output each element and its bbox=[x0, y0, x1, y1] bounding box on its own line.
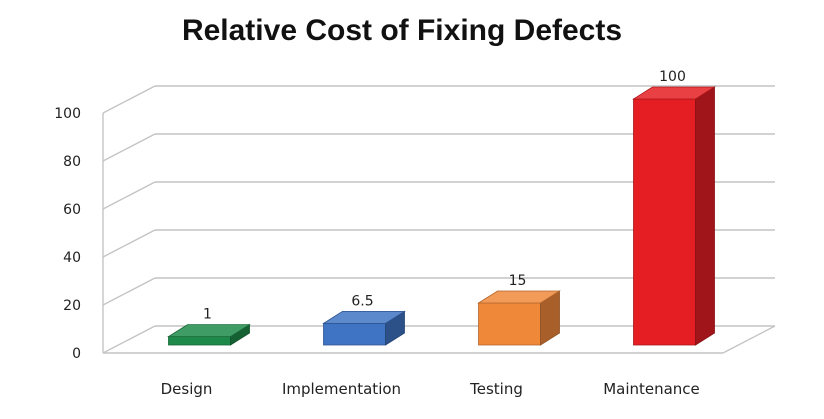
bar-front-face bbox=[633, 98, 696, 346]
bar-front-face bbox=[168, 336, 231, 346]
data-label: 15 bbox=[509, 273, 527, 289]
bar-front-face bbox=[323, 322, 386, 346]
gridline-diagonal bbox=[102, 85, 156, 114]
y-tick-label: 40 bbox=[63, 250, 81, 266]
gridline-diagonal bbox=[102, 325, 156, 354]
y-tick-label: 0 bbox=[72, 346, 81, 362]
bar-maintenance bbox=[632, 86, 716, 346]
y-tick-label: 60 bbox=[63, 202, 81, 218]
floor-right-edge bbox=[722, 325, 776, 354]
gridline-diagonal bbox=[102, 181, 156, 210]
gridlines bbox=[102, 85, 776, 354]
data-labels: 1 6.5 15 100 bbox=[203, 69, 686, 323]
y-tick-label: 100 bbox=[54, 106, 81, 122]
x-category-label: Maintenance bbox=[603, 380, 700, 398]
bar-top-face bbox=[322, 310, 406, 324]
x-category-label: Implementation bbox=[282, 380, 401, 398]
gridline-diagonal bbox=[102, 277, 156, 306]
x-category-label: Design bbox=[161, 380, 213, 398]
bar-design bbox=[167, 323, 251, 346]
gridline-diagonal bbox=[102, 229, 156, 258]
bar-top-face bbox=[477, 290, 561, 304]
y-tick-label: 80 bbox=[63, 154, 81, 170]
y-axis-ticks: 0 20 40 60 80 100 bbox=[54, 106, 81, 362]
bar-side-face bbox=[695, 86, 715, 346]
x-category-label: Testing bbox=[469, 380, 523, 398]
bar-top-face bbox=[167, 324, 251, 338]
bar-top-face bbox=[632, 86, 716, 100]
data-label: 6.5 bbox=[351, 293, 373, 309]
data-label: 100 bbox=[659, 69, 686, 85]
data-label: 1 bbox=[203, 307, 212, 323]
gridline-diagonal bbox=[102, 133, 156, 162]
bars bbox=[167, 86, 716, 346]
y-tick-label: 20 bbox=[63, 298, 81, 314]
bar-testing bbox=[477, 290, 561, 346]
chart-title: Relative Cost of Fixing Defects bbox=[182, 14, 622, 47]
category-labels: Design Implementation Testing Maintenance bbox=[161, 380, 700, 398]
bar-implementation bbox=[322, 310, 406, 346]
bar-front-face bbox=[478, 302, 541, 346]
